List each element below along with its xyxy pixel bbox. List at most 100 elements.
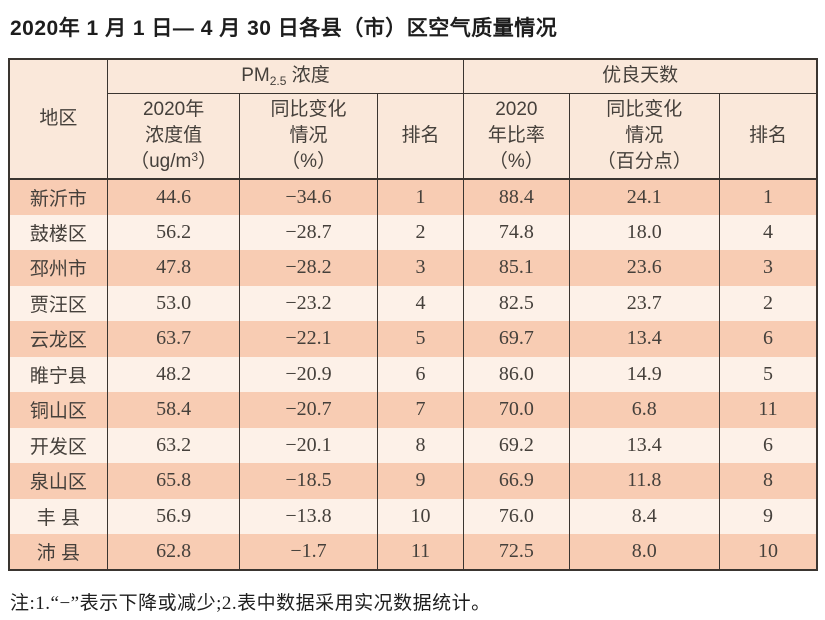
- cell-pm25-change: −28.2: [239, 250, 378, 286]
- header-good-ratio: 2020 年比率 （%）: [463, 93, 570, 179]
- cell-pm25-change: −1.7: [239, 534, 378, 570]
- cell-region: 开发区: [8, 427, 108, 463]
- cell-good-rank: 11: [719, 392, 818, 428]
- cell-pm25-value: 47.8: [106, 250, 241, 286]
- header-line: （%）: [281, 150, 336, 172]
- header-sub-row: 2020年 浓度值 （ug/m3） 同比变化 情况 （%） 排名 2020 年比…: [9, 93, 818, 179]
- cell-good-change: 11.8: [568, 463, 721, 499]
- cell-good-ratio: 66.9: [463, 463, 570, 499]
- table-row: 开发区 63.2 −20.1 8 69.2 13.4 6: [8, 427, 818, 463]
- cell-pm25-rank: 5: [376, 321, 465, 357]
- cell-pm25-value: 56.9: [106, 498, 241, 534]
- cell-pm25-change: −20.9: [239, 356, 378, 392]
- cell-good-ratio: 76.0: [463, 498, 570, 534]
- cell-region: 新沂市: [8, 179, 108, 215]
- unit-superscript: 3: [191, 149, 199, 164]
- pm-concentration-label: 浓度: [286, 65, 330, 87]
- cell-good-change: 8.0: [568, 534, 721, 570]
- cell-pm25-change: −20.1: [239, 427, 378, 463]
- cell-pm25-rank: 1: [376, 179, 465, 215]
- header-pm25-group: PM2.5 浓度: [106, 59, 465, 94]
- cell-good-ratio: 69.7: [463, 321, 570, 357]
- header-line: （百分点）: [596, 150, 692, 172]
- cell-good-rank: 1: [719, 179, 818, 215]
- header-line: 2020: [495, 99, 538, 121]
- cell-region: 邳州市: [8, 250, 108, 286]
- header-pm25-rank: 排名: [376, 93, 465, 179]
- cell-region: 丰 县: [8, 498, 108, 534]
- table-row: 沛 县 62.8 −1.7 11 72.5 8.0 10: [8, 534, 818, 570]
- table-row: 贾汪区 53.0 −23.2 4 82.5 23.7 2: [8, 285, 818, 321]
- cell-good-rank: 6: [719, 427, 818, 463]
- header-pm25-change: 同比变化 情况 （%）: [239, 93, 378, 179]
- cell-pm25-change: −13.8: [239, 498, 378, 534]
- table-body: 新沂市 44.6 −34.6 1 88.4 24.1 1 鼓楼区 56.2 −28.7 2 74.8 1…: [8, 179, 818, 570]
- header-good-change: 同比变化 情况 （百分点）: [568, 93, 721, 179]
- cell-good-ratio: 88.4: [463, 179, 570, 215]
- cell-pm25-value: 56.2: [106, 214, 241, 250]
- pm-label: PM: [241, 65, 270, 87]
- cell-pm25-value: 48.2: [106, 356, 241, 392]
- footnote: 注:1.“−”表示下降或减少;2.表中数据采用实况数据统计。: [10, 592, 491, 614]
- header-line: 情况: [625, 124, 664, 146]
- cell-pm25-change: −22.1: [239, 321, 378, 357]
- cell-good-rank: 4: [719, 214, 818, 250]
- cell-region: 贾汪区: [8, 285, 108, 321]
- cell-pm25-value: 63.7: [106, 321, 241, 357]
- cell-pm25-change: −28.7: [239, 214, 378, 250]
- header-line: 浓度值: [145, 124, 203, 146]
- header-line: 年比率: [487, 124, 545, 146]
- cell-pm25-rank: 2: [376, 214, 465, 250]
- cell-good-change: 8.4: [568, 498, 721, 534]
- cell-good-rank: 6: [719, 321, 818, 357]
- cell-pm25-rank: 11: [376, 534, 465, 570]
- cell-good-change: 23.7: [568, 285, 721, 321]
- cell-region: 鼓楼区: [8, 214, 108, 250]
- cell-good-rank: 10: [719, 534, 818, 570]
- cell-pm25-rank: 6: [376, 356, 465, 392]
- table-row: 泉山区 65.8 −18.5 9 66.9 11.8 8: [8, 463, 818, 499]
- unit-suffix: ）: [198, 150, 218, 172]
- cell-pm25-value: 65.8: [106, 463, 241, 499]
- cell-pm25-rank: 4: [376, 285, 465, 321]
- page-title: 2020年 1 月 1 日— 4 月 30 日各县（市）区空气质量情况: [10, 17, 558, 40]
- cell-pm25-value: 44.6: [106, 179, 241, 215]
- header-pm25-value: 2020年 浓度值 （ug/m3）: [106, 93, 241, 179]
- cell-pm25-rank: 9: [376, 463, 465, 499]
- cell-region: 铜山区: [8, 392, 108, 428]
- table-row: 鼓楼区 56.2 −28.7 2 74.8 18.0 4: [8, 214, 818, 250]
- cell-pm25-value: 58.4: [106, 392, 241, 428]
- unit-prefix: （ug/m: [130, 150, 192, 172]
- table-row: 铜山区 58.4 −20.7 7 70.0 6.8 11: [8, 392, 818, 428]
- cell-pm25-change: −23.2: [239, 285, 378, 321]
- cell-good-ratio: 69.2: [463, 427, 570, 463]
- cell-good-ratio: 85.1: [463, 250, 570, 286]
- cell-pm25-value: 53.0: [106, 285, 241, 321]
- cell-good-change: 24.1: [568, 179, 721, 215]
- cell-good-ratio: 70.0: [463, 392, 570, 428]
- pm-subscript: 2.5: [269, 74, 287, 89]
- table-row: 丰 县 56.9 −13.8 10 76.0 8.4 9: [8, 498, 818, 534]
- cell-good-change: 23.6: [568, 250, 721, 286]
- cell-region: 云龙区: [8, 321, 108, 357]
- cell-pm25-value: 63.2: [106, 427, 241, 463]
- cell-good-rank: 8: [719, 463, 818, 499]
- header-line: 2020年: [142, 99, 205, 121]
- cell-pm25-rank: 10: [376, 498, 465, 534]
- cell-good-change: 6.8: [568, 392, 721, 428]
- cell-region: 沛 县: [8, 534, 108, 570]
- header-line: （%）: [488, 150, 544, 172]
- header-line: 情况: [289, 124, 328, 146]
- cell-good-change: 13.4: [568, 427, 721, 463]
- air-quality-table: 地区 PM2.5 浓度 优良天数 2020年 浓度值 （ug/m3） 同比变化 …: [8, 58, 818, 571]
- table-row: 新沂市 44.6 −34.6 1 88.4 24.1 1: [8, 179, 818, 215]
- header-good-days-group: 优良天数: [463, 59, 818, 94]
- cell-region: 泉山区: [8, 463, 108, 499]
- cell-pm25-rank: 8: [376, 427, 465, 463]
- table-row: 睢宁县 48.2 −20.9 6 86.0 14.9 5: [8, 356, 818, 392]
- cell-good-ratio: 74.8: [463, 214, 570, 250]
- cell-good-change: 14.9: [568, 356, 721, 392]
- cell-pm25-change: −20.7: [239, 392, 378, 428]
- table-row: 云龙区 63.7 −22.1 5 69.7 13.4 6: [8, 321, 818, 357]
